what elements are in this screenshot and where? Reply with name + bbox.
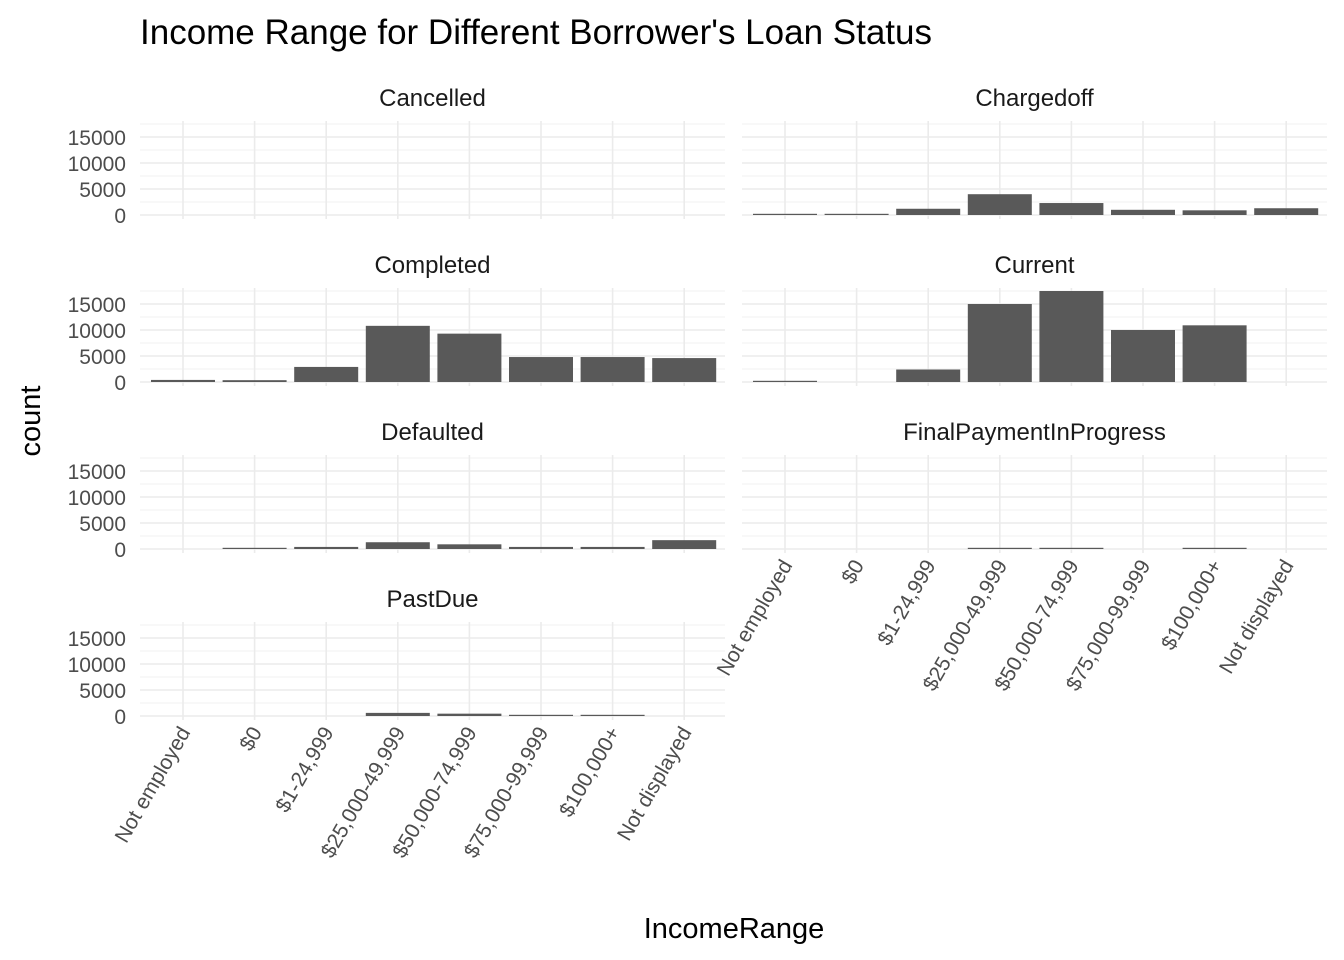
facet-chargedoff: Chargedoff	[742, 85, 1327, 219]
bar-not-employed	[753, 213, 817, 215]
bar-100-000	[580, 546, 645, 549]
x-tick-label: $1-24,999	[873, 556, 940, 649]
bar-0	[222, 547, 287, 549]
bar-1-24-999	[294, 546, 359, 549]
x-tick-label: Not displayed	[1215, 556, 1299, 678]
y-tick-label: 15000	[68, 628, 126, 651]
bar-75-000-99-999	[509, 546, 573, 549]
facet-label: Cancelled	[379, 85, 486, 112]
bar-25-000-49-999	[967, 304, 1032, 382]
y-tick-label: 10000	[68, 153, 126, 176]
y-tick-label: 0	[114, 372, 126, 395]
bar-75-000-99-999	[509, 714, 573, 716]
facet-label: PastDue	[386, 586, 478, 613]
bar-1-24-999	[896, 208, 961, 215]
bar-75-000-99-999	[1111, 209, 1175, 215]
facet-label: Current	[994, 252, 1074, 279]
facet-current: Current	[742, 252, 1327, 386]
x-tick-label: $0	[837, 556, 869, 588]
bar-not-displayed	[1254, 208, 1319, 215]
facet-label: FinalPaymentInProgress	[903, 419, 1166, 446]
y-tick-label: 0	[114, 539, 126, 562]
facet-label: Completed	[374, 252, 490, 279]
x-tick-label: $1-24,999	[271, 723, 338, 816]
x-axis-title: IncomeRange	[644, 913, 825, 945]
y-tick-label: 5000	[79, 513, 126, 536]
bar-75-000-99-999	[1111, 330, 1175, 382]
facet-label: Defaulted	[381, 419, 484, 446]
bar-75-000-99-999	[509, 357, 573, 382]
y-tick-label: 0	[114, 205, 126, 228]
bar-25-000-49-999	[365, 325, 430, 382]
y-tick-label: 5000	[79, 346, 126, 369]
facet-defaulted: Defaulted 0 5000 10000 15000	[68, 419, 725, 562]
x-tick-label: Not employed	[111, 723, 196, 847]
facet-pastdue: PastDue 0 5000 10000 15000	[68, 586, 725, 729]
facet-finalpaymentinprogress: FinalPaymentInProgress	[742, 419, 1327, 553]
bar-50-000-74-999	[437, 333, 502, 382]
bar-50-000-74-999	[1039, 547, 1104, 549]
y-tick-label: 5000	[79, 179, 126, 202]
y-tick-label: 0	[114, 706, 126, 729]
bar-100-000	[580, 357, 645, 382]
bar-not-employed	[151, 379, 215, 382]
facet-label: Chargedoff	[975, 85, 1094, 112]
bar-50-000-74-999	[437, 544, 502, 549]
bar-50-000-74-999	[1039, 203, 1104, 215]
x-axis-labels-col-1: Not employed $0 $1-24,999$25,000-49,999$50…	[713, 556, 1299, 695]
bar-100-000	[1182, 210, 1247, 215]
y-tick-label: 15000	[68, 461, 126, 484]
bar-0	[824, 213, 889, 215]
y-tick-label: 15000	[68, 127, 126, 150]
bar-50-000-74-999	[437, 713, 502, 716]
bar-not-displayed	[652, 540, 717, 549]
facet-completed: Completed 0 5000 10000 15000	[68, 252, 725, 395]
bar-25-000-49-999	[365, 542, 430, 549]
x-tick-label: $100,000+	[555, 723, 625, 821]
y-tick-label: 15000	[68, 294, 126, 317]
bar-25-000-49-999	[967, 194, 1032, 215]
facet-cancelled: Cancelled 0 5000 10000 15000	[68, 85, 725, 228]
x-axis-labels-col-0: Not employed $0 $1-24,999$25,000-49,999$50…	[111, 723, 697, 862]
bar-50-000-74-999	[1039, 291, 1104, 382]
bar-1-24-999	[896, 369, 961, 382]
x-tick-label: $100,000+	[1157, 556, 1227, 654]
x-tick-label: Not employed	[713, 556, 798, 680]
facet-panels: Cancelled 0 5000 10000 15000 Chargedoff Comple…	[68, 85, 1327, 862]
bar-1-24-999	[294, 366, 359, 382]
bar-100-000	[580, 714, 645, 716]
y-tick-label: 5000	[79, 680, 126, 703]
bar-100-000	[1182, 325, 1247, 382]
bar-25-000-49-999	[365, 712, 430, 716]
y-tick-label: 10000	[68, 320, 126, 343]
y-axis-title: count	[15, 386, 47, 457]
bar-not-displayed	[652, 358, 717, 382]
bar-25-000-49-999	[967, 547, 1032, 549]
bar-0	[222, 380, 287, 382]
bar-100-000	[1182, 547, 1247, 549]
chart-title: Income Range for Different Borrower's Lo…	[140, 13, 932, 52]
x-tick-label: Not displayed	[613, 723, 697, 845]
y-tick-label: 10000	[68, 654, 126, 677]
bar-not-employed	[753, 380, 817, 382]
y-tick-label: 10000	[68, 487, 126, 510]
x-tick-label: $0	[235, 723, 267, 755]
